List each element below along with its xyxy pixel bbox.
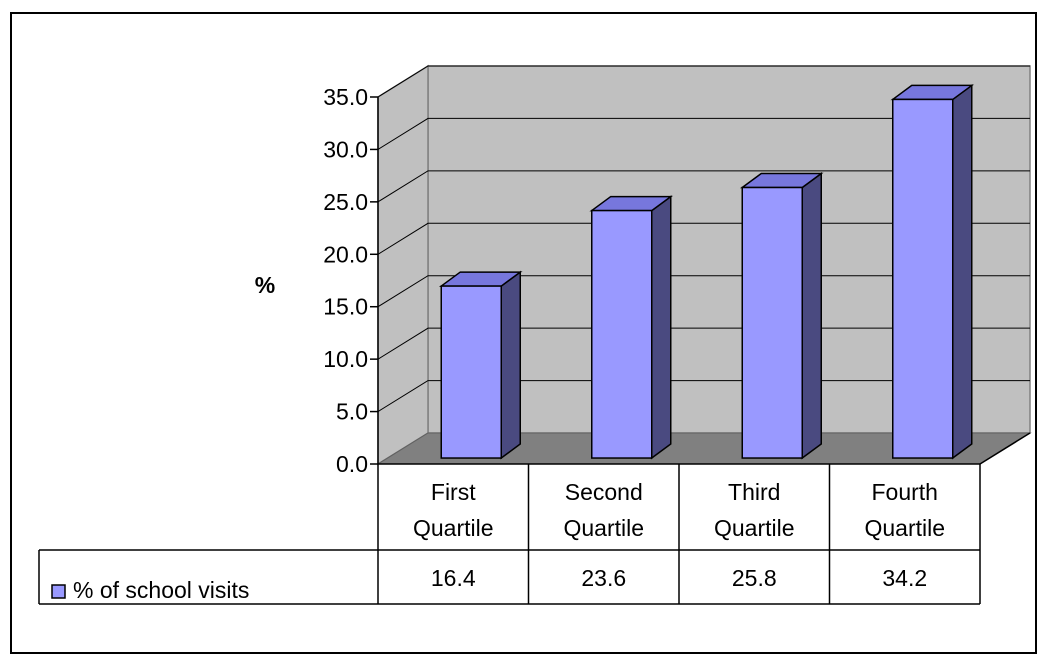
bar-side	[952, 83, 973, 460]
side-wall	[377, 64, 429, 466]
x-tick-label: Second Quartile	[563, 479, 644, 541]
bar	[440, 285, 502, 459]
bar-side	[801, 172, 822, 460]
gridline	[377, 117, 1030, 150]
data-label: 23.6	[581, 565, 626, 591]
gridline	[377, 380, 1030, 412]
x-tick-label: Third Quartile	[714, 479, 795, 541]
bar-side	[500, 270, 521, 460]
floor-edge	[979, 432, 1031, 465]
gridline	[377, 65, 1030, 98]
gridline	[377, 222, 1030, 255]
y-tick-label: 0.0	[336, 451, 368, 477]
bar-side	[651, 195, 672, 460]
x-tick-label: First Quartile	[413, 479, 494, 541]
legend-swatch	[51, 584, 66, 599]
y-tick-label: 5.0	[336, 399, 368, 425]
y-tick-label: 30.0	[323, 136, 368, 162]
bar	[892, 98, 954, 459]
x-tick-label: Fourth Quartile	[864, 479, 945, 541]
legend-label: % of school visits	[73, 577, 249, 603]
bar	[741, 186, 803, 459]
data-label: 25.8	[732, 565, 777, 591]
y-axis-title: %	[255, 272, 275, 298]
gridline	[377, 327, 1030, 360]
y-tick-label: 35.0	[323, 84, 368, 110]
data-label: 34.2	[882, 565, 927, 591]
bar	[591, 209, 653, 459]
data-label: 16.4	[431, 565, 476, 591]
gridline	[377, 275, 1030, 308]
y-tick-label: 15.0	[323, 294, 368, 320]
gridline	[377, 170, 1030, 203]
chart-frame	[10, 12, 1037, 654]
y-tick-label: 25.0	[323, 189, 368, 215]
y-tick-label: 10.0	[323, 346, 368, 372]
y-tick-label: 20.0	[323, 241, 368, 267]
